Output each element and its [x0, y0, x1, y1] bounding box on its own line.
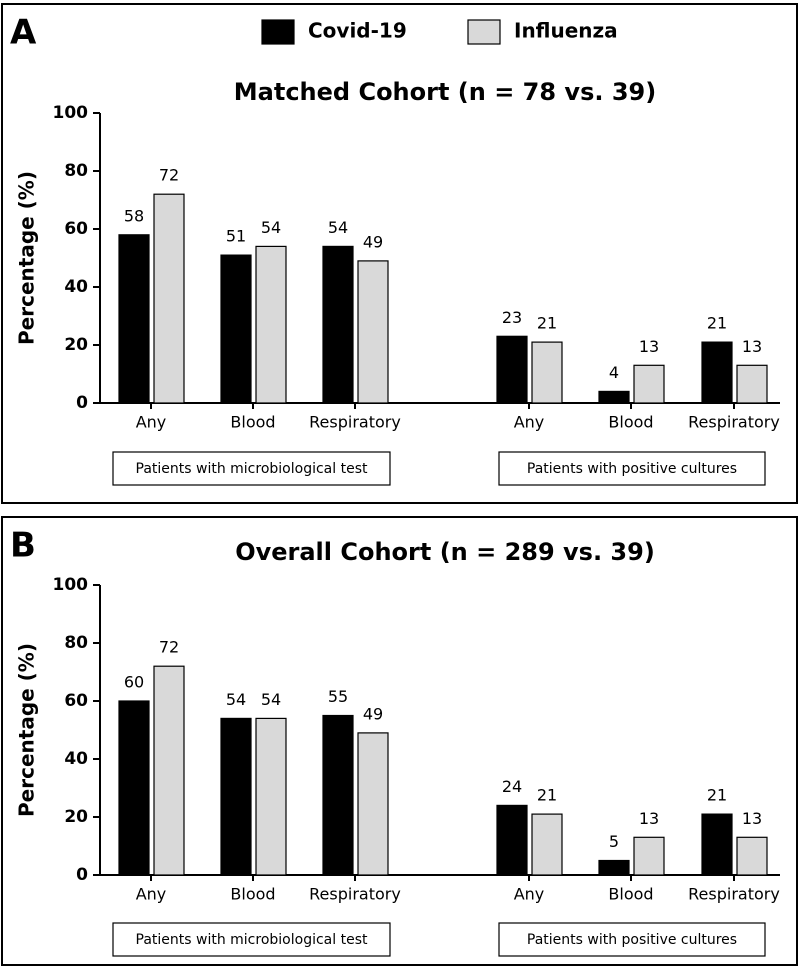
- x-tick-label: Respiratory: [309, 413, 401, 432]
- x-tick-label: Any: [136, 413, 167, 432]
- y-tick-label: 80: [64, 161, 88, 181]
- value-label: 21: [537, 314, 557, 333]
- value-label: 49: [363, 704, 383, 723]
- value-label: 13: [639, 809, 659, 828]
- panel-frame: [1, 516, 798, 966]
- value-label: 60: [124, 673, 144, 692]
- y-tick-label: 0: [76, 393, 88, 413]
- x-tick-label: Blood: [230, 413, 275, 432]
- bar: [255, 245, 287, 404]
- y-tick-label: 40: [64, 749, 88, 769]
- bar: [633, 836, 665, 876]
- bar: [701, 813, 733, 876]
- chart-title: Overall Cohort (n = 289 vs. 39): [235, 538, 655, 566]
- value-label: 21: [707, 786, 727, 805]
- bar: [118, 700, 150, 876]
- x-tick-label: Blood: [230, 885, 275, 904]
- value-label: 58: [124, 206, 144, 225]
- x-tick-label: Blood: [608, 413, 653, 432]
- bar: [531, 813, 563, 876]
- group-label: Patients with positive cultures: [527, 932, 737, 948]
- value-label: 13: [639, 337, 659, 356]
- bar: [598, 859, 630, 876]
- value-label: 4: [609, 363, 619, 382]
- bar: [153, 193, 185, 404]
- x-tick-label: Any: [514, 413, 545, 432]
- bar: [633, 364, 665, 404]
- value-label: 24: [502, 777, 522, 796]
- bar: [357, 732, 389, 876]
- legend-swatch: [467, 19, 501, 45]
- panel-label: B: [10, 526, 36, 566]
- value-label: 23: [502, 308, 522, 327]
- panel-label: A: [10, 13, 37, 53]
- value-label: 21: [537, 786, 557, 805]
- value-label: 54: [328, 218, 348, 237]
- bar: [598, 390, 630, 404]
- y-tick-label: 20: [64, 335, 88, 355]
- bar: [322, 245, 354, 404]
- y-tick-label: 60: [64, 691, 88, 711]
- x-tick-label: Any: [136, 885, 167, 904]
- group-label: Patients with microbiological test: [136, 461, 368, 477]
- bar: [153, 665, 185, 876]
- value-label: 21: [707, 314, 727, 333]
- group-box: [112, 451, 391, 486]
- group-box: [498, 922, 766, 957]
- group-box: [112, 922, 391, 957]
- y-tick-label: 60: [64, 219, 88, 239]
- bar: [736, 836, 768, 876]
- value-label: 5: [609, 832, 619, 851]
- x-tick-label: Respiratory: [688, 885, 780, 904]
- y-tick-label: 100: [53, 575, 89, 595]
- bar: [255, 717, 287, 876]
- y-tick-label: 20: [64, 807, 88, 827]
- value-label: 54: [226, 690, 246, 709]
- bar: [220, 717, 252, 876]
- legend-label: Influenza: [514, 19, 618, 43]
- y-axis-label: Percentage (%): [15, 171, 39, 345]
- bar: [496, 804, 528, 876]
- legend-label: Covid-19: [308, 19, 407, 43]
- group-box: [498, 451, 766, 486]
- bar: [701, 341, 733, 404]
- x-tick-label: Any: [514, 885, 545, 904]
- value-label: 72: [159, 638, 179, 657]
- group-label: Patients with positive cultures: [527, 461, 737, 477]
- value-label: 13: [742, 809, 762, 828]
- bar: [118, 234, 150, 404]
- y-tick-label: 100: [53, 103, 89, 123]
- bar: [496, 335, 528, 404]
- value-label: 72: [159, 166, 179, 185]
- x-tick-label: Blood: [608, 885, 653, 904]
- group-label: Patients with microbiological test: [136, 932, 368, 948]
- bar: [357, 260, 389, 404]
- bar: [531, 341, 563, 404]
- panel-frame: [1, 3, 798, 504]
- value-label: 51: [226, 227, 246, 246]
- bar: [322, 714, 354, 876]
- value-label: 49: [363, 232, 383, 251]
- y-tick-label: 40: [64, 277, 88, 297]
- y-axis-label: Percentage (%): [15, 643, 39, 817]
- bar: [220, 254, 252, 404]
- value-label: 13: [742, 337, 762, 356]
- legend-swatch: [261, 19, 295, 45]
- value-label: 54: [261, 690, 281, 709]
- value-label: 55: [328, 687, 348, 706]
- bar: [736, 364, 768, 404]
- value-label: 54: [261, 218, 281, 237]
- x-tick-label: Respiratory: [688, 413, 780, 432]
- y-tick-label: 0: [76, 865, 88, 885]
- chart-title: Matched Cohort (n = 78 vs. 39): [234, 78, 656, 106]
- y-tick-label: 80: [64, 633, 88, 653]
- x-tick-label: Respiratory: [309, 885, 401, 904]
